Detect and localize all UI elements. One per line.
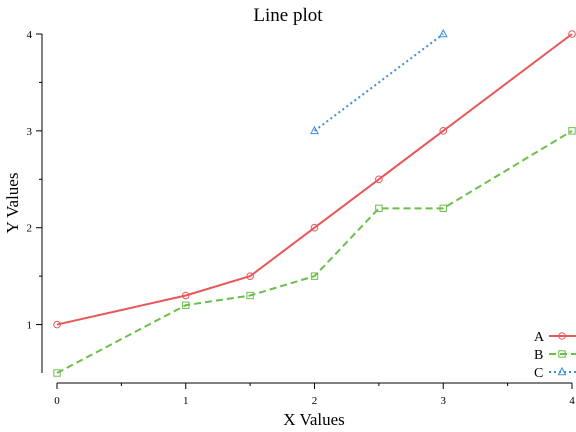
data-point-C [440,30,447,37]
series-B [54,128,575,377]
legend-label: A [534,330,545,345]
y-tick-label: 2 [27,223,33,235]
series-line-B [57,131,572,373]
series-C [311,30,447,134]
x-axis-label: X Values [283,410,345,429]
x-tick-label: 3 [441,395,447,407]
series-A [54,31,576,328]
y-tick-label: 1 [27,320,33,332]
legend-item-A: A [534,330,576,345]
ticks: 0 1 2 3 4 1 2 3 4 [27,29,576,407]
series-layer [54,30,576,376]
legend-label: B [534,348,543,363]
y-tick-label: 4 [27,29,33,41]
legend-item-B: B [534,348,576,363]
y-axis-label: Y Values [3,173,22,234]
x-tick-label: 0 [54,395,60,407]
axes [42,34,572,383]
series-line-C [315,34,444,131]
y-tick-label: 3 [27,126,33,138]
legend: ABC [534,330,576,381]
x-tick-label: 1 [183,395,189,407]
legend-item-C: C [534,366,576,381]
series-line-A [57,34,572,325]
legend-label: C [534,366,543,381]
x-tick-label: 4 [569,395,575,407]
x-tick-label: 2 [312,395,318,407]
chart-title: Line plot [253,5,323,26]
